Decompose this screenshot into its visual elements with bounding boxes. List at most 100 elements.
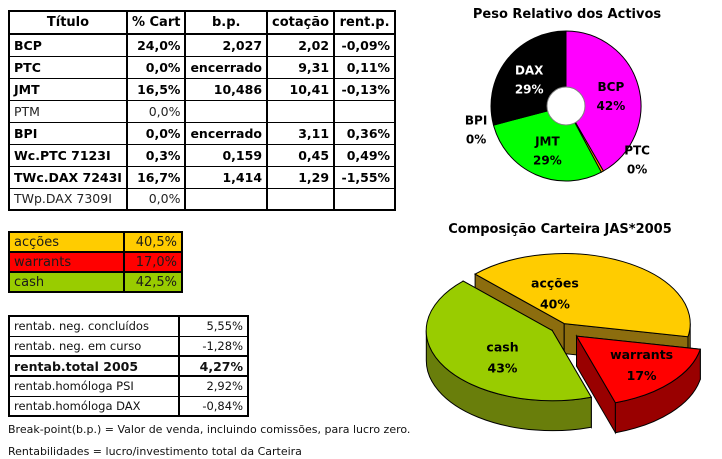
- cell-cotacao: 3,11: [266, 121, 336, 145]
- cell-rent: -1,55%: [333, 165, 397, 189]
- rentab-row: rentab. neg. concluídos 5,55%: [8, 315, 249, 337]
- rentab-value: 5,55%: [178, 315, 249, 337]
- rentab-label: rentab.homóloga DAX: [8, 395, 180, 417]
- cell-cotacao: [266, 187, 336, 211]
- pie-slice-warrants: [575, 335, 701, 404]
- allocation-row: cash 42,5%: [8, 271, 183, 293]
- col-header-cart: % Cart: [125, 10, 187, 35]
- col-header-titulo: Título: [8, 10, 128, 35]
- positions-table: Título % Cart b.p. cotação rent.p. BCP 2…: [8, 10, 397, 211]
- donut-label-PTC: 0%: [627, 162, 647, 176]
- cell-cotacao: [266, 99, 336, 123]
- cell-cotacao: 2,02: [266, 33, 336, 57]
- rentab-value: -0,84%: [178, 395, 249, 417]
- rentab-value: 2,92%: [178, 375, 249, 397]
- table-row: BPI 0,0% encerrado 3,11 0,36%: [8, 121, 397, 145]
- pie3d-chart-title: Composição Carteira JAS*2005: [448, 222, 672, 237]
- cell-bp: 10,486: [184, 77, 269, 101]
- cell-cotacao: 10,41: [266, 77, 336, 101]
- allocation-value: 42,5%: [123, 271, 183, 293]
- cell-rent: [333, 99, 397, 123]
- donut-label-JMT: JMT: [534, 135, 560, 149]
- table-row: BCP 24,0% 2,027 2,02 -0,09%: [8, 33, 397, 57]
- donut-label-BCP: BCP: [598, 80, 625, 94]
- cell-rent: -0,09%: [333, 33, 397, 57]
- col-header-bp: b.p.: [184, 10, 269, 35]
- pie-label-warrants: warrants: [610, 347, 673, 362]
- donut-chart: BCP 42% PTC 0% JMT 29% BPI 0% DAX 29%: [465, 30, 650, 182]
- donut-slice-BCP: [565, 30, 642, 172]
- rentab-label: rentab.homóloga PSI: [8, 375, 180, 397]
- pie3d-chart: acções 40% warrants 17% cash 43%: [425, 253, 701, 435]
- cell-cotacao: 0,45: [266, 143, 336, 167]
- rentability-table: rentab. neg. concluídos 5,55% rentab. ne…: [8, 315, 249, 417]
- cell-bp: encerrado: [184, 55, 269, 79]
- cell-bp: [184, 187, 269, 211]
- donut-label-BPI: BPI: [465, 114, 487, 128]
- table-header-row: Título % Cart b.p. cotação rent.p.: [8, 10, 397, 35]
- allocation-label: cash: [8, 271, 125, 293]
- pie-slice-acções: [474, 253, 691, 338]
- cell-titulo: JMT: [8, 77, 128, 101]
- col-header-cotacao: cotação: [266, 10, 336, 35]
- cell-bp: 0,159: [184, 143, 269, 167]
- cell-titulo: PTC: [8, 55, 128, 79]
- pie-slice-cash: [425, 280, 593, 402]
- rentab-row: rentab.homóloga DAX -0,84%: [8, 395, 249, 417]
- donut-label-DAX: 29%: [515, 83, 544, 97]
- allocation-label: acções: [8, 231, 125, 253]
- donut-label-JMT: 29%: [533, 154, 562, 168]
- cell-rent: [333, 187, 397, 211]
- pie-label-warrants: 17%: [627, 368, 657, 383]
- rentab-value: 4,27%: [178, 355, 249, 377]
- allocation-row: acções 40,5%: [8, 231, 183, 253]
- rentab-label: rentab. neg. em curso: [8, 335, 180, 357]
- donut-label-DAX: DAX: [515, 64, 544, 78]
- donut-chart-title: Peso Relativo dos Activos: [472, 7, 662, 22]
- pie-label-cash: cash: [486, 340, 518, 355]
- cell-titulo: PTM: [8, 99, 128, 123]
- pie-label-acções: acções: [531, 275, 579, 290]
- table-row: TWc.DAX 7243I 16,7% 1,414 1,29 -1,55%: [8, 165, 397, 189]
- rentab-value: -1,28%: [178, 335, 249, 357]
- cell-bp: [184, 99, 269, 123]
- allocation-value: 17,0%: [123, 251, 183, 273]
- table-row: TWp.DAX 7309I 0,0%: [8, 187, 397, 211]
- cell-titulo: TWp.DAX 7309I: [8, 187, 128, 211]
- cell-rent: 0,11%: [333, 55, 397, 79]
- note-breakpoint: Break-point(b.p.) = Valor de venda, incl…: [8, 423, 411, 436]
- pie-label-cash: 43%: [488, 361, 518, 376]
- table-row: Wc.PTC 7123I 0,3% 0,159 0,45 0,49%: [8, 143, 397, 167]
- cell-cart: 16,5%: [125, 77, 187, 101]
- cell-titulo: Wc.PTC 7123I: [8, 143, 128, 167]
- cell-cotacao: 9,31: [266, 55, 336, 79]
- donut-slice-JMT: [492, 105, 602, 182]
- donut-hole: [546, 86, 586, 126]
- pie-label-acções: 40%: [540, 296, 570, 311]
- cell-cart: 16,7%: [125, 165, 187, 189]
- cell-titulo: BCP: [8, 33, 128, 57]
- cell-cart: 0,0%: [125, 187, 187, 211]
- allocation-label: warrants: [8, 251, 125, 273]
- allocation-value: 40,5%: [123, 231, 183, 253]
- cell-bp: 1,414: [184, 165, 269, 189]
- cell-cart: 0,3%: [125, 143, 187, 167]
- cell-cart: 0,0%: [125, 99, 187, 123]
- table-row: JMT 16,5% 10,486 10,41 -0,13%: [8, 77, 397, 101]
- donut-label-BCP: 42%: [597, 99, 626, 113]
- note-rentabilidades: Rentabilidades = lucro/investimento tota…: [8, 445, 302, 458]
- cell-cart: 0,0%: [125, 121, 187, 145]
- cell-titulo: TWc.DAX 7243I: [8, 165, 128, 189]
- rentab-label: rentab.total 2005: [8, 355, 180, 377]
- allocation-row: warrants 17,0%: [8, 251, 183, 273]
- cell-bp: 2,027: [184, 33, 269, 57]
- rentab-row: rentab. neg. em curso -1,28%: [8, 335, 249, 357]
- rentab-label: rentab. neg. concluídos: [8, 315, 180, 337]
- cell-rent: 0,49%: [333, 143, 397, 167]
- col-header-rent: rent.p.: [333, 10, 397, 35]
- table-row: PTM 0,0%: [8, 99, 397, 123]
- cell-bp: encerrado: [184, 121, 269, 145]
- cell-rent: 0,36%: [333, 121, 397, 145]
- table-row: PTC 0,0% encerrado 9,31 0,11%: [8, 55, 397, 79]
